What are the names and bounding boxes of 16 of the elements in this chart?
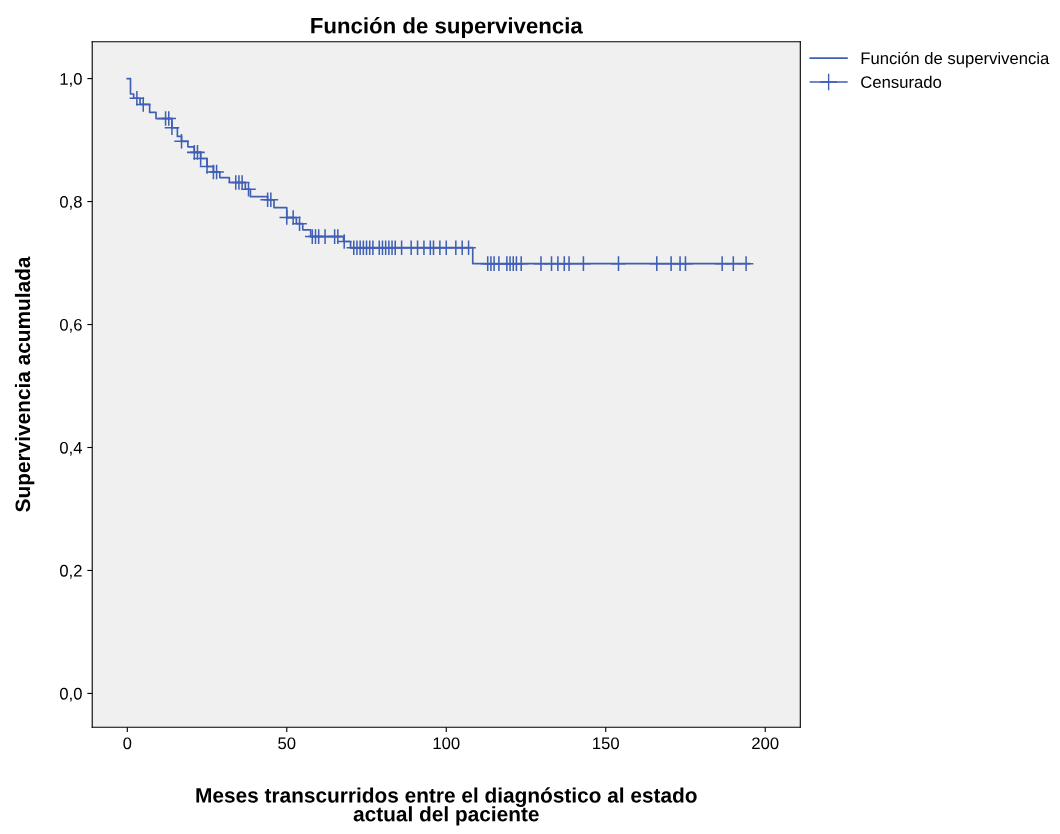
y-tick-label: 0,4 [59,441,83,456]
x-tick-label: 100 [433,737,460,750]
x-tick-label: 0 [123,737,132,750]
x-tick-label: 150 [593,737,619,750]
x-tick-label: 50 [278,737,296,750]
legend-label: Función de supervivencia [861,51,1050,68]
x-tick-label: 200 [752,737,779,750]
y-tick-label: 1,0 [60,72,82,87]
legend-label: Censurado [861,75,942,89]
x-axis-title: Meses transcurridos entre el diagnóstico al estado actual del paciente [196,787,697,826]
y-tick-label: 0,2 [59,564,82,579]
y-tick-label: 0,8 [59,195,82,210]
chart-title: Función de supervivencia [311,17,583,38]
y-axis-title: Supervivencia acumulada [14,256,35,512]
y-tick-label: 0,0 [59,687,82,702]
y-tick-label: 0,6 [59,318,82,333]
